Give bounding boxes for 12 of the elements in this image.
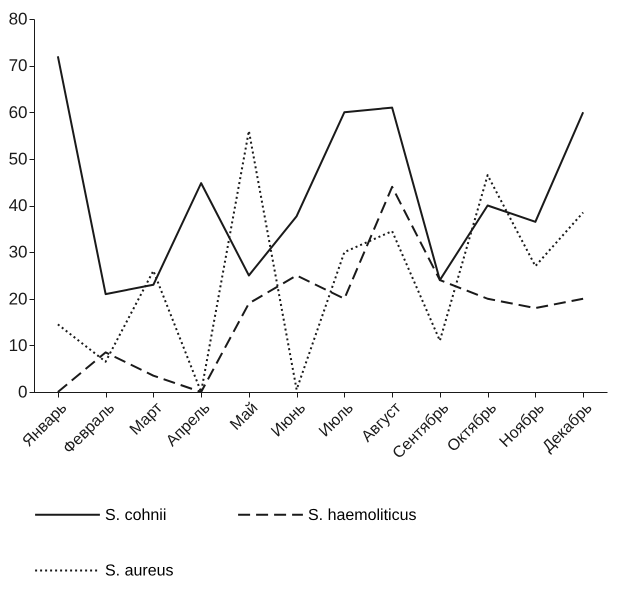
y-tick-label: 40 [8,196,28,215]
y-tick-label: 10 [8,336,28,355]
legend-label: S. haemoliticus [308,506,416,524]
y-tick-label: 70 [8,56,28,76]
legend-label: S. aureus [105,562,174,580]
legend-label: S. cohnii [105,506,166,524]
y-tick-label: 50 [8,149,28,168]
y-tick-label: 20 [8,289,28,308]
y-tick-label: 80 [8,10,28,28]
y-tick-label: 0 [18,382,28,402]
y-tick-label: 60 [8,102,28,122]
y-tick-label: 30 [8,242,28,262]
